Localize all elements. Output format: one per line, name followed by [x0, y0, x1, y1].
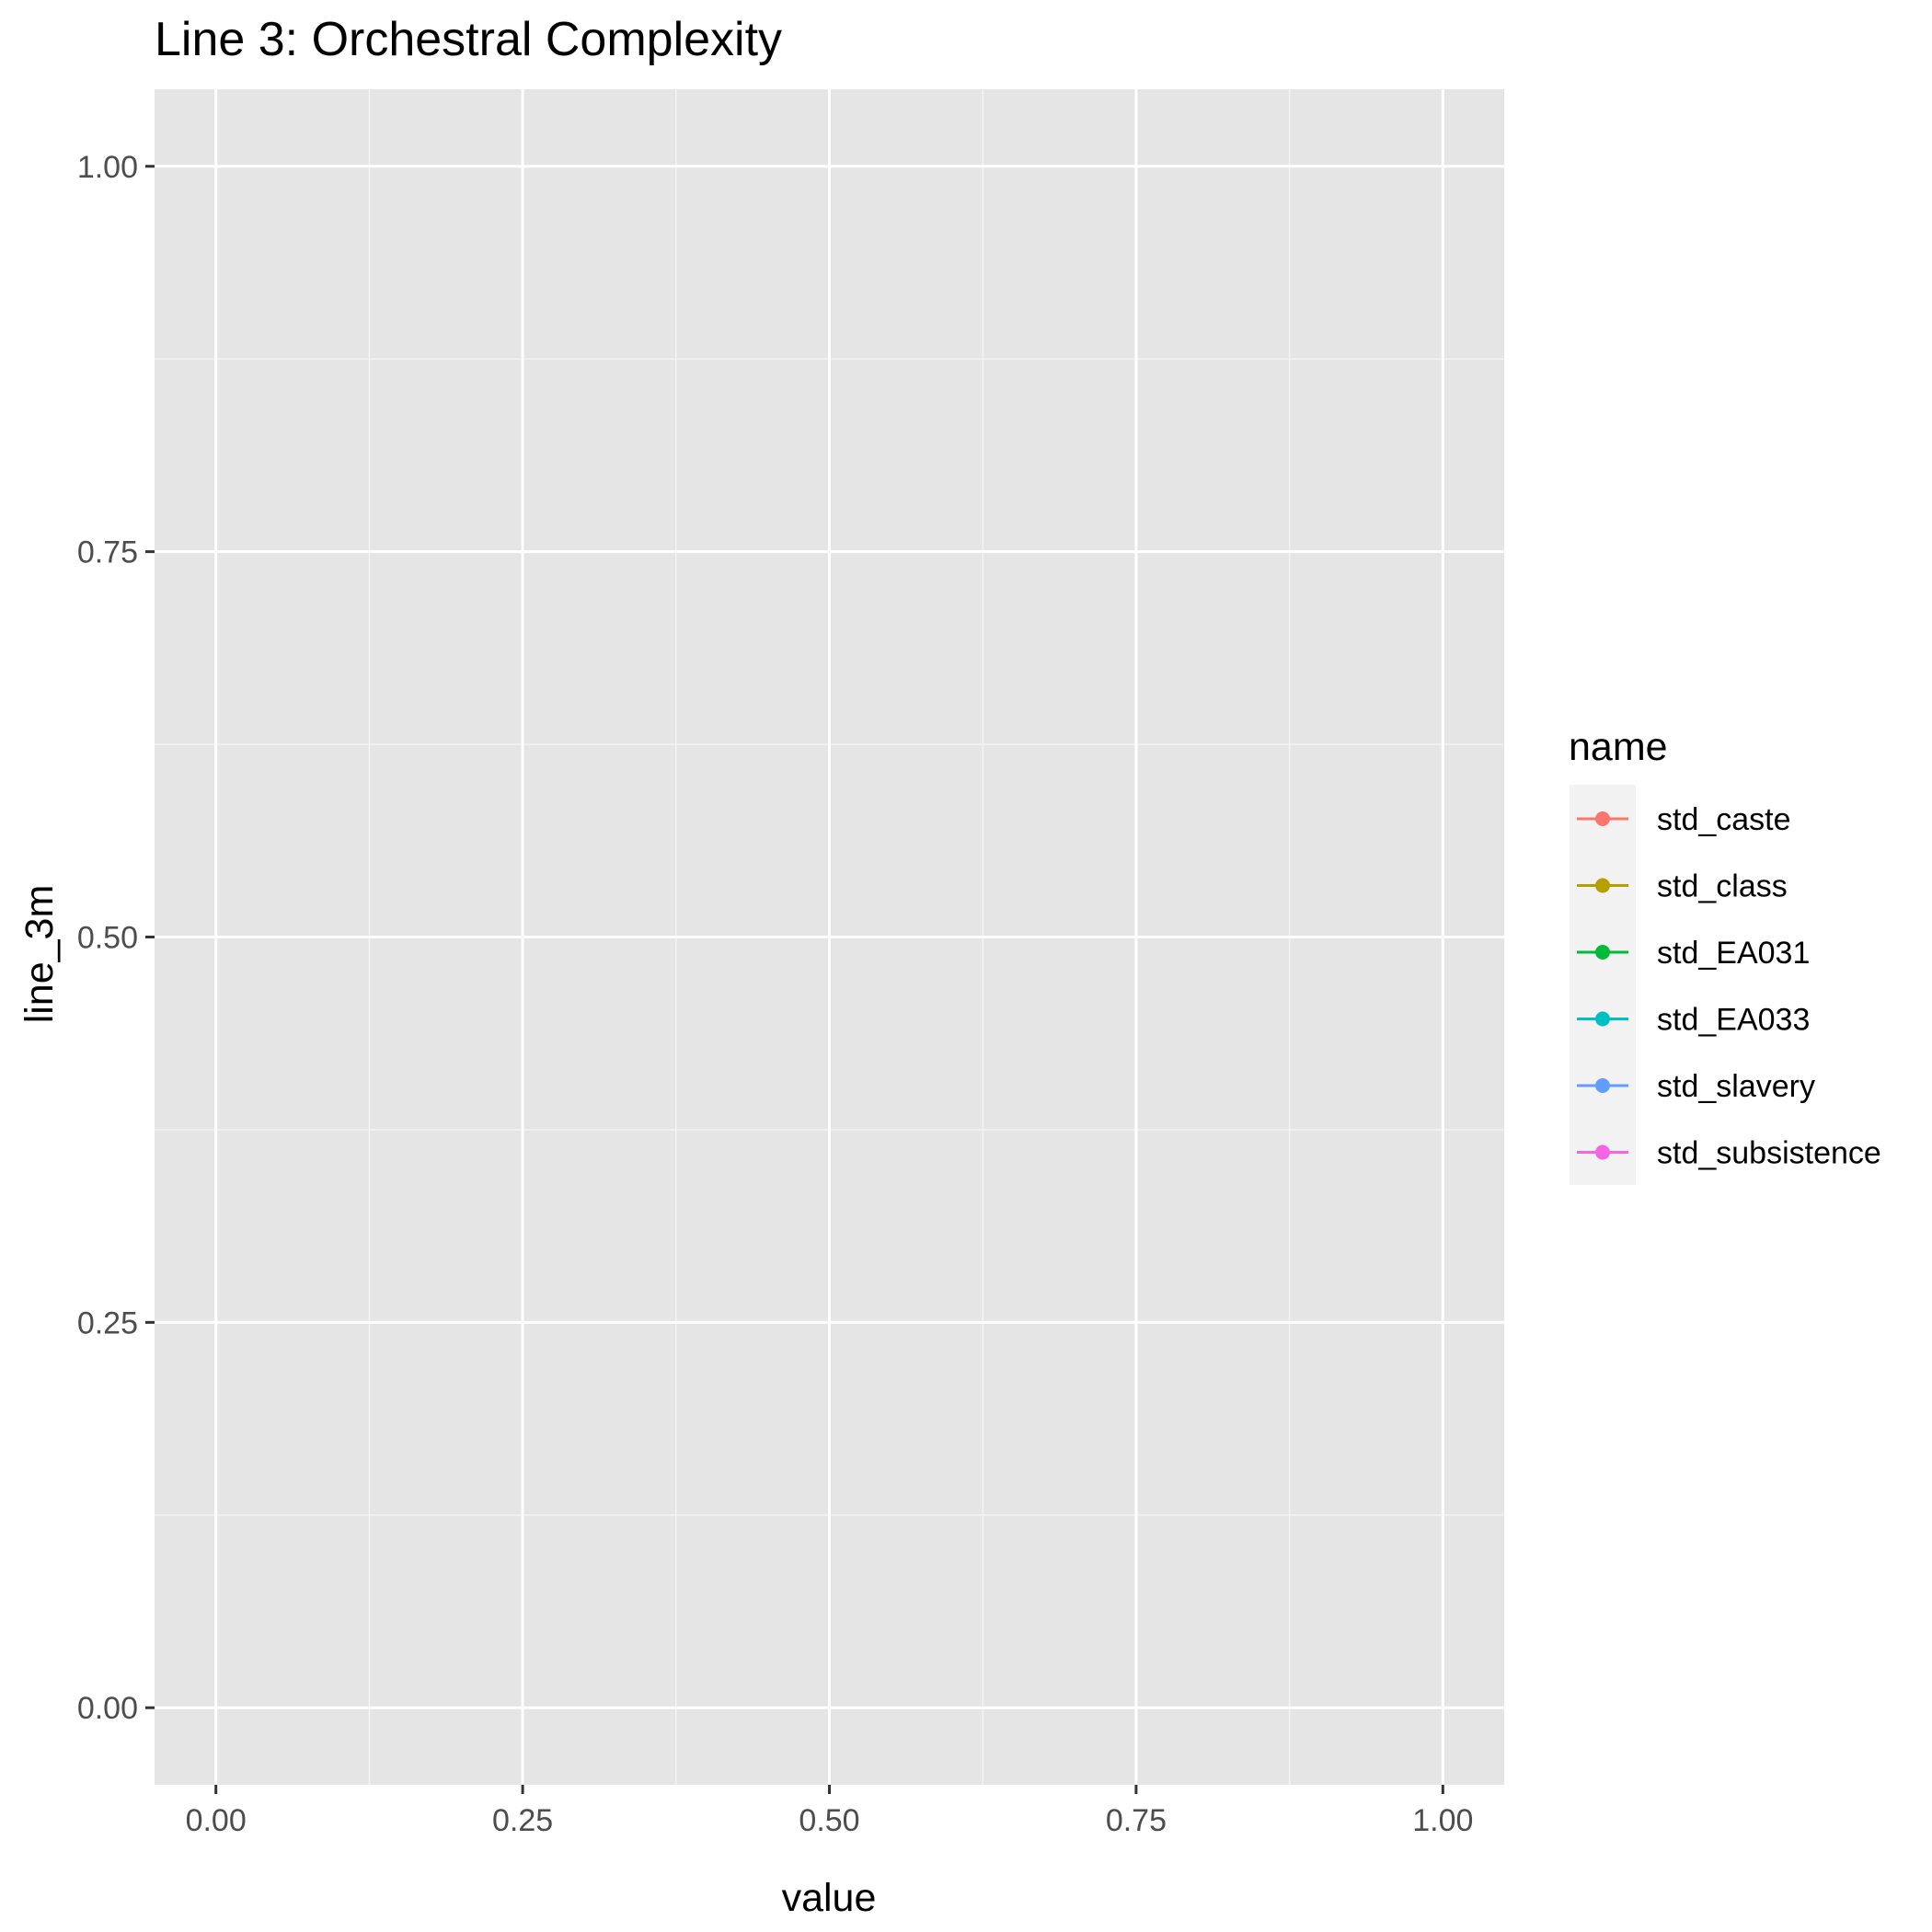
legend-label: std_slavery — [1657, 1069, 1815, 1104]
legend: name std_caste std_class std_EA031 std_EA03… — [1569, 725, 1881, 1185]
y-tick-label: 0.00 — [77, 1691, 138, 1726]
legend-key-point — [1595, 1144, 1610, 1160]
y-tick-label: 0.75 — [77, 535, 138, 570]
legend-label: std_EA031 — [1657, 936, 1810, 971]
legend-items: std_caste std_class std_EA031 std_EA033 std_… — [1577, 802, 1881, 1171]
legend-label: std_class — [1657, 869, 1788, 904]
legend-key-background — [1570, 785, 1636, 1185]
major-gridlines — [155, 89, 1504, 1785]
legend-item: std_EA033 — [1577, 1003, 1810, 1038]
chart-title: Line 3: Orchestral Complexity — [155, 13, 782, 66]
legend-label: std_EA033 — [1657, 1003, 1810, 1038]
legend-item: std_EA031 — [1577, 936, 1810, 971]
legend-key-point — [1595, 1011, 1610, 1027]
legend-item: std_caste — [1577, 802, 1791, 837]
legend-item: std_subsistence — [1577, 1136, 1881, 1171]
legend-key-point — [1595, 811, 1610, 826]
y-axis: 0.00 0.25 0.50 0.75 1.00 — [77, 150, 155, 1726]
legend-key-point — [1595, 945, 1610, 960]
y-tick-label: 1.00 — [77, 150, 138, 185]
y-tick-label: 0.50 — [77, 921, 138, 956]
legend-item: std_slavery — [1577, 1069, 1815, 1104]
x-tick-label: 0.25 — [492, 1803, 553, 1838]
x-axis-title: value — [782, 1876, 877, 1920]
x-tick-label: 1.00 — [1412, 1803, 1473, 1838]
x-tick-label: 0.50 — [799, 1803, 859, 1838]
x-tick-label: 0.75 — [1106, 1803, 1167, 1838]
legend-item: std_class — [1577, 869, 1788, 904]
legend-key-point — [1595, 878, 1610, 893]
legend-label: std_caste — [1657, 802, 1791, 837]
legend-label: std_subsistence — [1657, 1136, 1881, 1171]
x-axis: 0.00 0.25 0.50 0.75 1.00 — [186, 1785, 1473, 1838]
legend-key-point — [1595, 1078, 1610, 1093]
y-tick-label: 0.25 — [77, 1305, 138, 1340]
y-axis-title: line_3m — [17, 885, 62, 1024]
legend-title: name — [1569, 725, 1668, 769]
x-tick-label: 0.00 — [186, 1803, 247, 1838]
